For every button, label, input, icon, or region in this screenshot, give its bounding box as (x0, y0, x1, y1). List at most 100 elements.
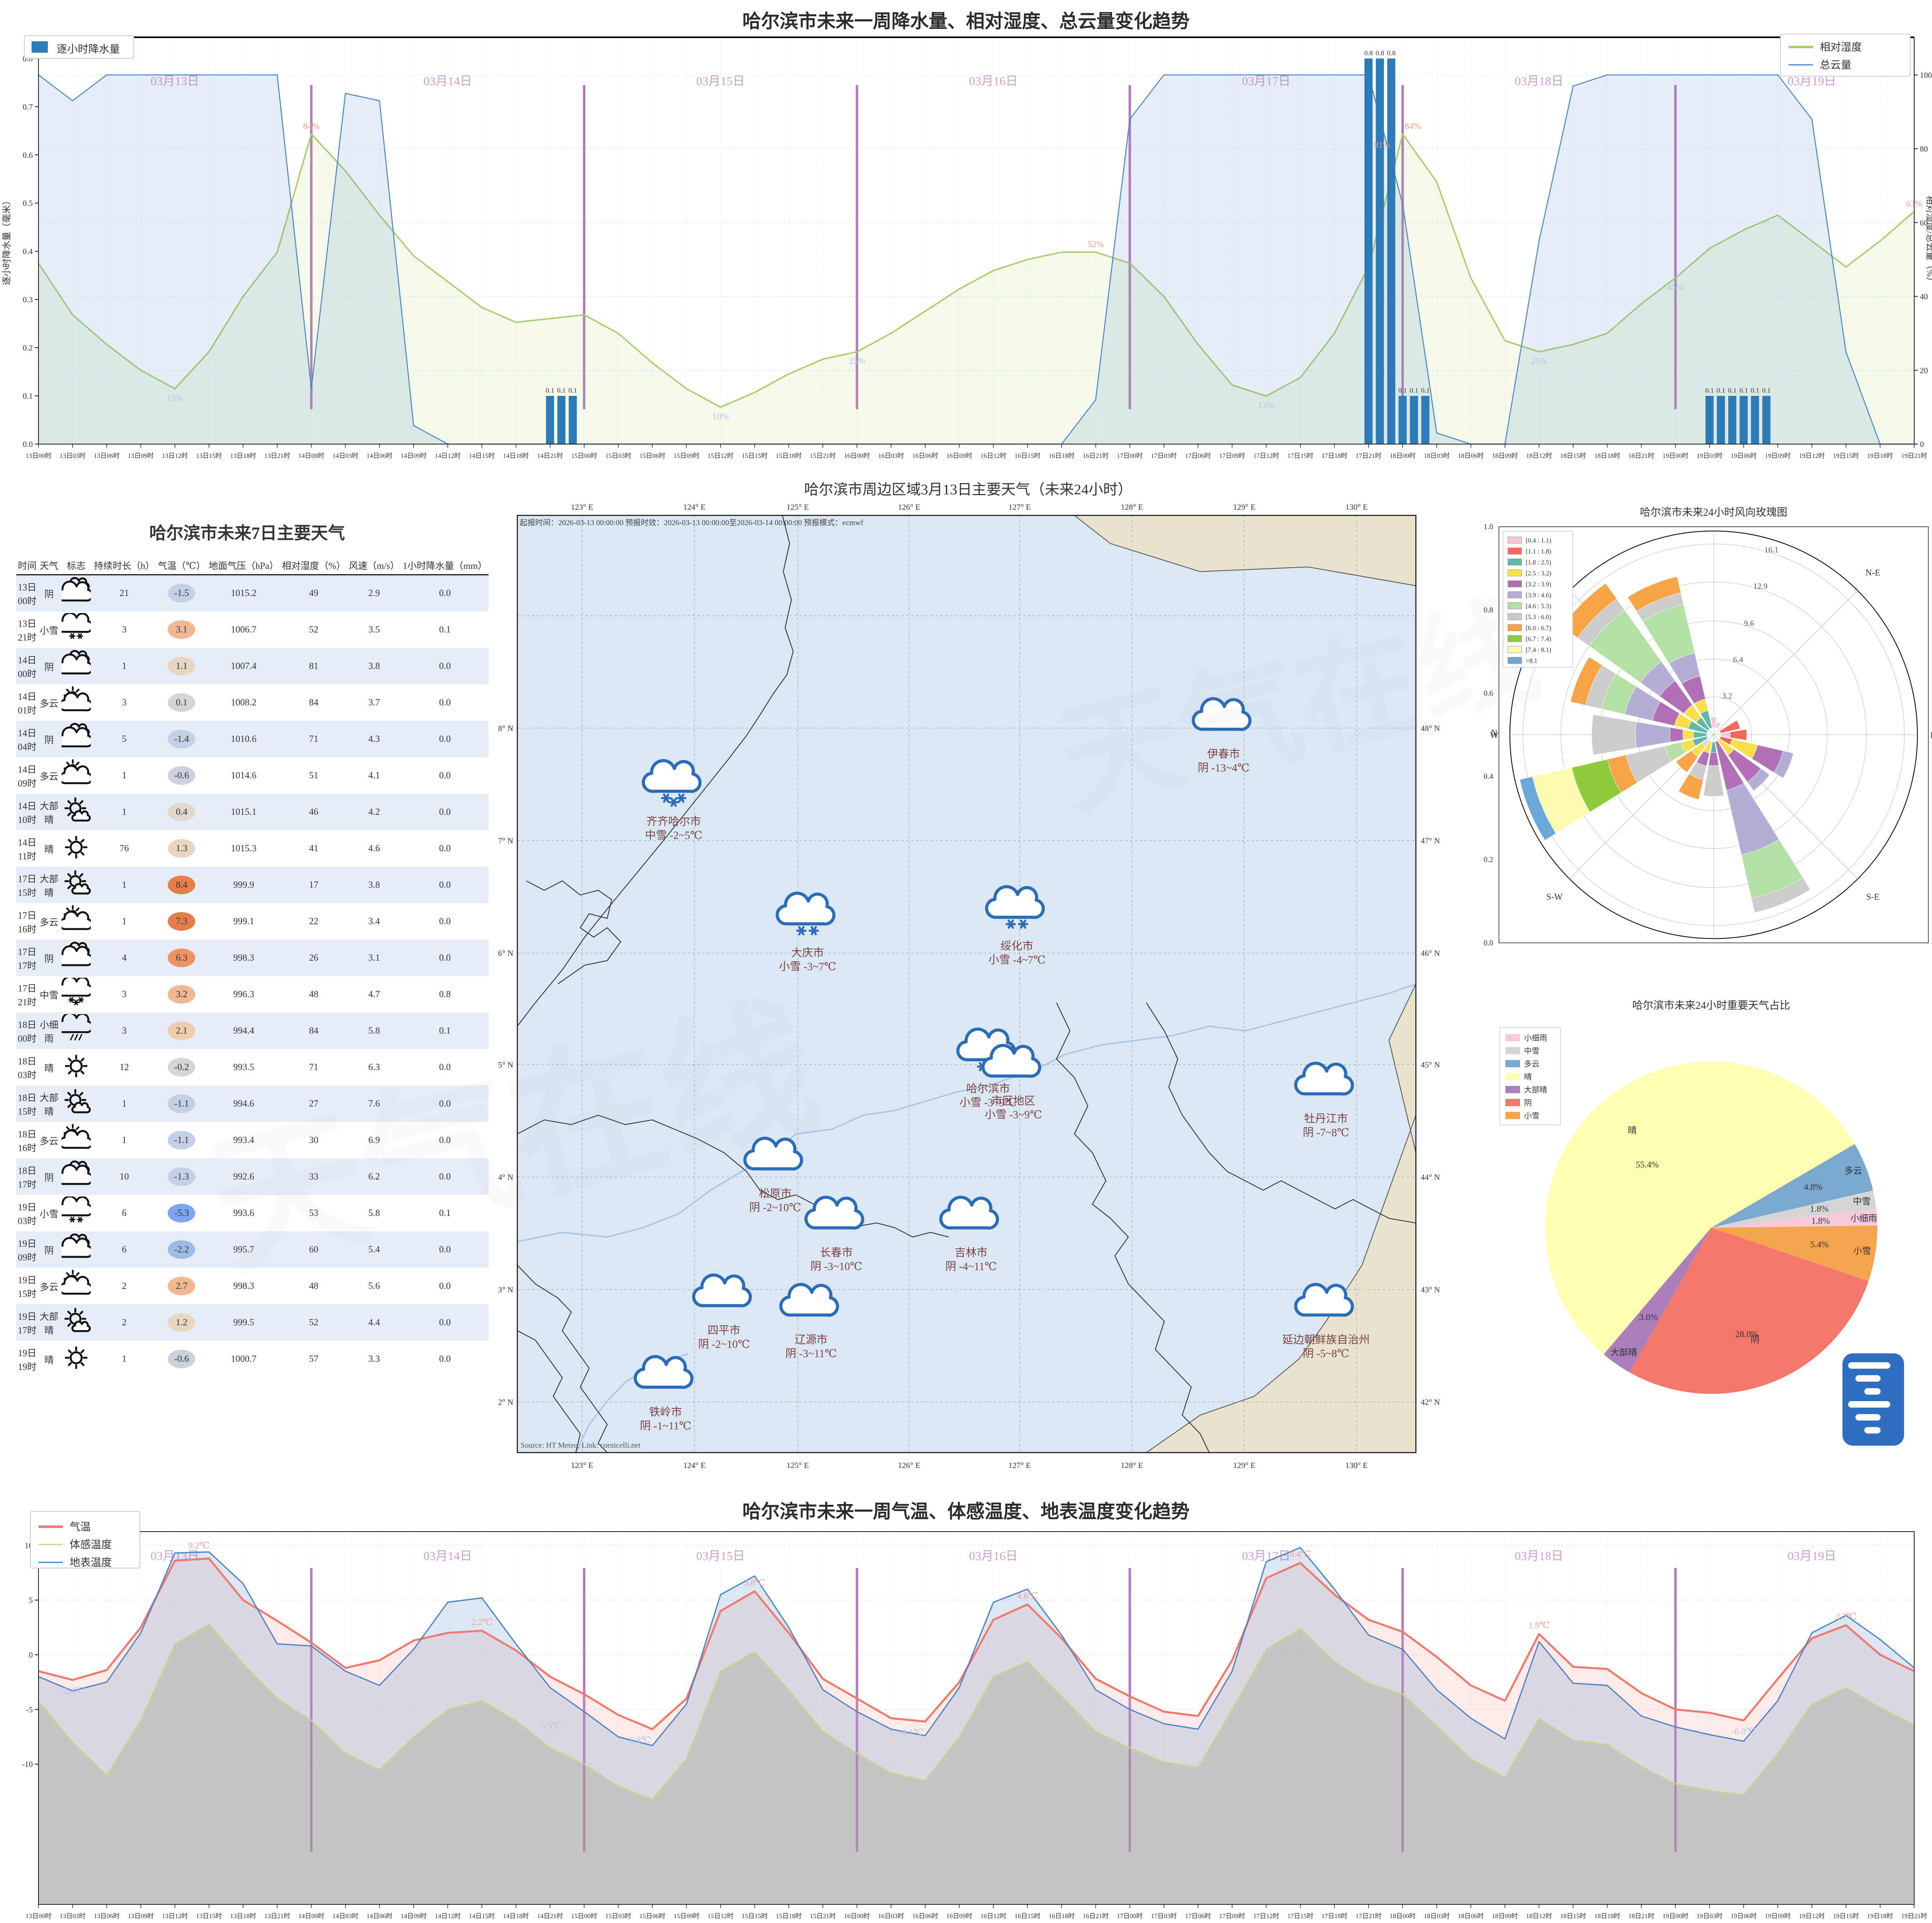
x-axis-tick: 17日15时 (1287, 452, 1313, 459)
cloud-icon (56, 726, 94, 748)
windrose-petal-N (1710, 717, 1717, 728)
table-cell: 19日15时 (18, 1275, 36, 1299)
table-cell: 13日21时 (18, 618, 36, 643)
weather-icon-sun (64, 1346, 88, 1369)
windrose-petal-NNW (1627, 576, 1681, 612)
map-river (517, 983, 1416, 1243)
x-axis-tick: 17日18时 (1321, 452, 1347, 459)
map-city-name: 长春市 (820, 1247, 853, 1259)
windrose-ring-label: 12.9 (1753, 582, 1768, 591)
map-city-condition: 小雪 -3~9℃ (985, 1109, 1042, 1121)
temp-annotation: -6.1℃ (899, 1727, 923, 1737)
temp-annotation: 4.6℃ (1017, 1591, 1038, 1601)
map-lat-label: 48° N (1421, 724, 1440, 733)
table-cell: 大部晴 (40, 1311, 58, 1335)
windrose-petal-SE (1747, 768, 1770, 791)
map-lat-label: 45° N (498, 1060, 513, 1069)
temp-badge: 3.1 (168, 620, 196, 639)
map-city-condition: 小雪 -3~9℃ (959, 1096, 1017, 1109)
rose-y-tick: 0.6 (1484, 689, 1493, 698)
cloud-icon (56, 611, 94, 633)
map-city-condition: 中雪 -2~5℃ (645, 829, 702, 842)
table-cell: 1014.6 (231, 770, 257, 780)
table-cell: 993.4 (233, 1135, 254, 1145)
table-cell: 0.1 (439, 1025, 451, 1036)
map-lon-label: 130° E (1345, 1461, 1368, 1470)
x-axis-tick: 17日12时 (1253, 452, 1279, 459)
table-cell: 1007.4 (231, 660, 257, 671)
x-axis-tick: 13日06时 (94, 452, 120, 459)
table-cell: 4.2 (368, 806, 380, 817)
x-axis-tick: 19日12时 (1799, 452, 1825, 459)
forecast-table: 时间 天气 标志 持续时长（h） 气温（℃） 地面气压（hPa） 相对湿度（%） 风速（m/s… (16, 556, 489, 1377)
right-axis-tick: 60 (1920, 218, 1928, 227)
snowflake-icon (70, 633, 75, 639)
precip-bar (1387, 58, 1396, 444)
table-cell: 4.1 (368, 770, 380, 780)
series-area-地表温度 (38, 1547, 1914, 1904)
cloud-icon (743, 1137, 803, 1171)
table-cell: 3 (122, 624, 127, 635)
precip-bar-label: 0.1 (1716, 387, 1725, 394)
right-axis-label: 相对湿度/总云量（%） (1925, 196, 1932, 286)
top-chart-title: 哈尔滨市未来一周降水量、相对湿度、总云量变化趋势 (742, 11, 1190, 32)
precip-bar-label: 0.1 (1421, 387, 1430, 394)
precip-bar-label: 0.1 (568, 387, 577, 394)
table-cell: 1 (122, 770, 127, 780)
table-cell: 1015.2 (231, 588, 257, 598)
table-cell: 阴 (44, 1245, 54, 1256)
table-cell-icon (56, 940, 94, 976)
table-cell: 中雪 (40, 990, 58, 1000)
pie-slice-label: 晴 (1628, 1125, 1637, 1135)
table-row: 17日17时阴 4 6.3 998.3 26 3.1 0.0 (16, 939, 489, 976)
pie-slice-阴 (1629, 1228, 1869, 1394)
pie-slice-label: 多云 (1844, 1166, 1862, 1176)
table-cell-icon (56, 648, 94, 684)
weather-icon-overcast (56, 577, 94, 602)
table-cell: 22 (309, 916, 318, 926)
table-cell: 4.7 (368, 989, 380, 999)
x-axis-tick: 16日18时 (1048, 1912, 1074, 1920)
map-city-condition: 阴 -7~8℃ (1303, 1126, 1349, 1139)
legend-label: 地表温度 (70, 1557, 112, 1568)
x-axis-tick: 19日09时 (1765, 452, 1791, 459)
table-cell: 1006.7 (231, 624, 257, 635)
x-axis-tick: 16日15时 (1014, 452, 1040, 459)
table-row: 13日00时阴 21 -1.5 1015.2 49 2.9 0.0 (16, 575, 489, 611)
cloud-icon (642, 759, 702, 793)
rose-y-tick: 0.2 (1484, 856, 1493, 864)
table-row: 18日03时晴 12 -0.2 993.5 71 6.3 0.0 (16, 1049, 489, 1085)
table-cell: 46 (309, 806, 318, 817)
windrose-legend-label: [5.3 : 6.0) (1526, 614, 1551, 621)
table-cell: 18日03时 (18, 1056, 36, 1080)
table-cell: 0.0 (439, 1353, 451, 1364)
x-axis-tick: 13日00时 (26, 452, 51, 459)
cloud-icon (779, 1283, 839, 1317)
left-axis-tick: 0.4 (23, 247, 33, 256)
x-axis-tick: 13日21时 (264, 452, 290, 459)
cloud-icon (804, 1196, 865, 1230)
map-city-condition: 阴 -2~10℃ (698, 1338, 750, 1350)
table-cell: 33 (309, 1171, 318, 1182)
x-axis-tick: 15日21时 (810, 452, 836, 459)
sun-icon (69, 1059, 83, 1073)
windrose-dir-label: N (1491, 728, 1497, 738)
sun-icon (69, 1351, 83, 1364)
x-axis-tick: 15日03时 (605, 1912, 631, 1920)
table-cell: 1 (122, 660, 127, 671)
table-cell: 大部晴 (40, 1092, 58, 1117)
pie-title: 哈尔滨市未来24小时重要天气占比 (1632, 1000, 1790, 1011)
x-axis-tick: 18日15时 (1560, 452, 1586, 459)
cloud-icon (59, 765, 93, 784)
table-cell-temp: -0.6 (156, 757, 207, 794)
temp-badge: -0.6 (168, 766, 196, 785)
table-cell: 14日04时 (18, 728, 36, 752)
right-axis-tick: 40 (1920, 293, 1928, 301)
cloud-icon (56, 1237, 94, 1258)
x-axis-tick: 19日18时 (1867, 452, 1893, 459)
table-cell-temp: -1.5 (156, 575, 207, 611)
x-axis-tick: 18日06时 (1458, 1912, 1484, 1920)
